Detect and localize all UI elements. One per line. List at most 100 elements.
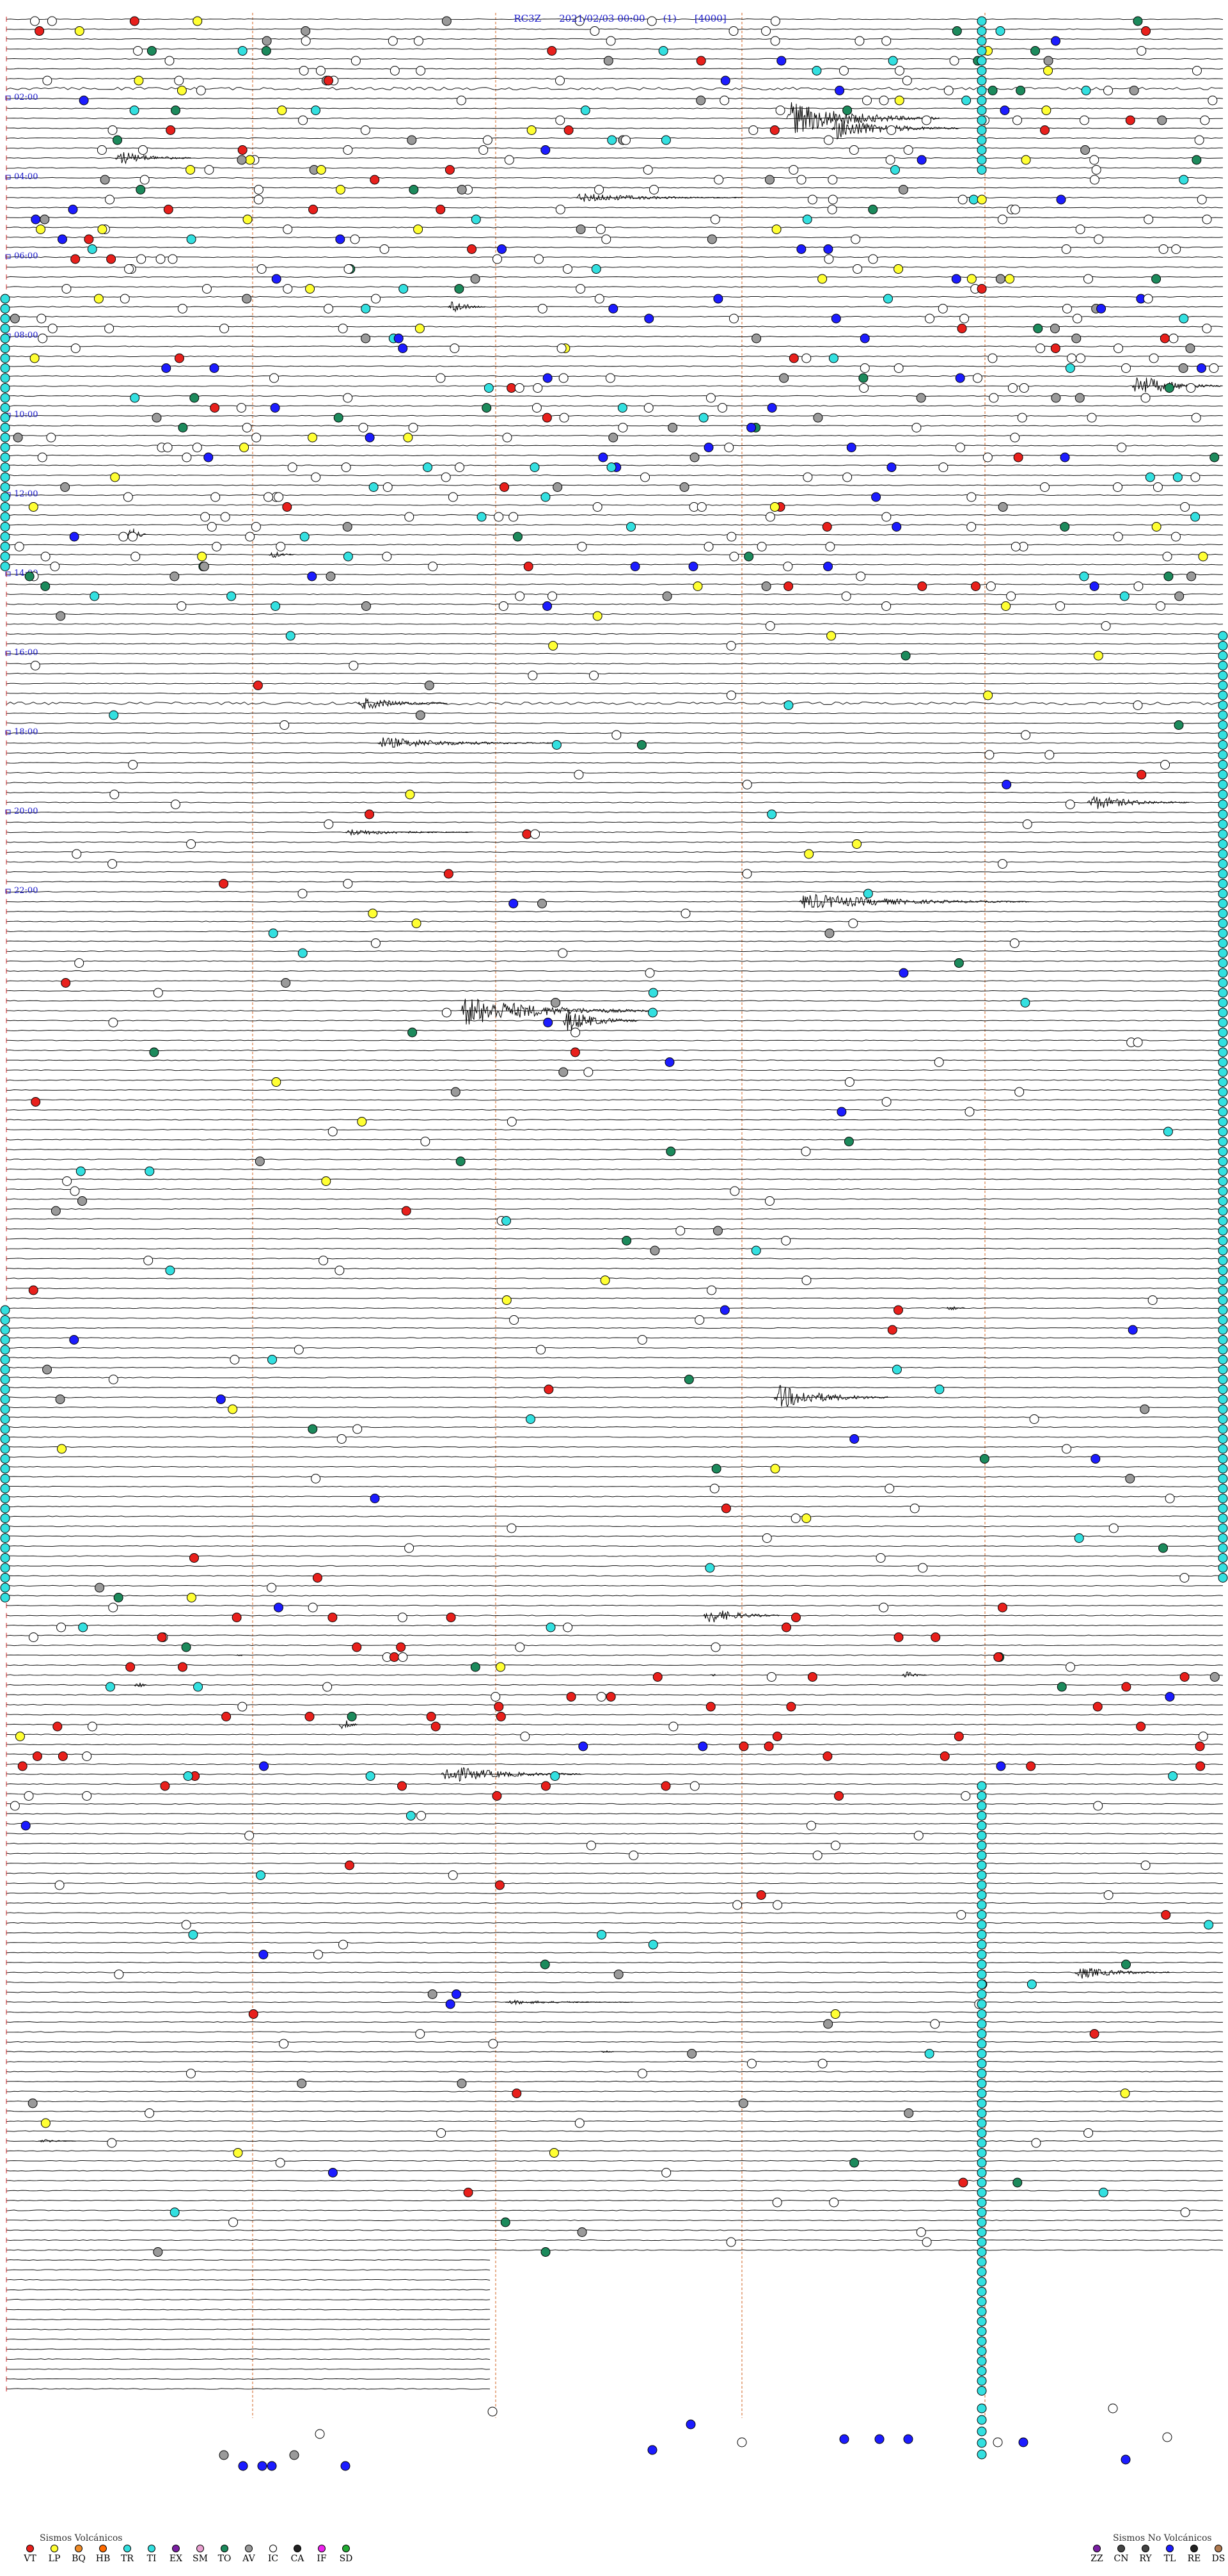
event-marker-icon (558, 948, 568, 958)
event-marker-icon (1218, 1166, 1228, 1176)
event-marker-icon (1218, 1265, 1228, 1276)
event-marker-icon (1218, 1503, 1228, 1513)
event-marker-icon (977, 2089, 987, 2098)
legend-volcanic-title: Sismos Volcánicos (40, 2533, 123, 2543)
event-marker-icon (504, 155, 514, 165)
event-marker-icon (245, 532, 255, 542)
event-marker-icon (282, 502, 292, 512)
event-marker-icon (977, 2039, 987, 2049)
legend-code-label: DS (1211, 2554, 1225, 2564)
trace-line (6, 276, 1224, 278)
event-marker-icon (512, 532, 523, 542)
event-marker-icon (347, 1712, 357, 1721)
event-marker-icon (436, 205, 446, 214)
trace-line (6, 345, 1224, 347)
event-marker-icon (145, 1166, 155, 1176)
event-marker-icon (452, 1989, 462, 1999)
event-marker-icon (398, 1652, 408, 1662)
event-marker-icon (781, 1236, 791, 1245)
trace-line (6, 1119, 1224, 1121)
event-marker-icon (47, 324, 58, 333)
event-marker-icon (60, 482, 70, 492)
event-marker-icon (533, 383, 543, 393)
event-marker-icon (501, 1216, 512, 1226)
event-marker-icon (661, 1781, 671, 1791)
trace-line (6, 652, 1223, 655)
event-marker-icon (542, 373, 553, 383)
event-marker-icon (1186, 383, 1196, 393)
event-marker-icon (471, 214, 481, 225)
event-marker-icon (652, 1672, 663, 1682)
event-marker-icon (822, 522, 832, 532)
event-marker-icon (553, 482, 563, 492)
event-marker-icon (977, 2277, 987, 2287)
event-marker-icon (705, 393, 716, 403)
event-marker-icon (556, 344, 567, 353)
event-marker-icon (955, 443, 965, 452)
trace-line (6, 107, 1224, 109)
event-marker-icon (977, 125, 987, 135)
trace-line (6, 1813, 1224, 1815)
trace-line (6, 1723, 1224, 1726)
event-marker-icon (842, 472, 853, 482)
event-marker-icon (849, 2158, 860, 2168)
event-marker-icon (365, 432, 375, 443)
event-marker-icon (69, 1335, 79, 1345)
event-marker-icon (1041, 106, 1051, 115)
event-marker-icon (128, 760, 138, 770)
event-marker-icon (617, 403, 627, 413)
event-marker-icon (271, 601, 281, 611)
event-marker-icon (1218, 651, 1228, 661)
event-marker-icon (968, 194, 979, 205)
event-marker-icon (710, 214, 720, 225)
trace-line (6, 1703, 1224, 1706)
event-marker-icon (662, 591, 672, 601)
event-marker-icon (305, 284, 315, 294)
event-marker-icon (697, 502, 707, 512)
trace-line (6, 415, 1224, 417)
event-marker-icon (200, 512, 210, 522)
event-marker-icon (769, 125, 780, 135)
event-marker-icon (540, 1959, 550, 1970)
event-marker-icon (1218, 889, 1228, 899)
event-marker-icon (338, 324, 348, 333)
event-marker-icon (420, 1137, 430, 1146)
event-marker-icon (789, 165, 799, 175)
event-marker-icon (977, 2356, 987, 2366)
event-marker-icon (952, 26, 962, 36)
event-marker-icon (165, 1265, 175, 1276)
event-marker-icon (1087, 413, 1097, 423)
hour-marker-icon (5, 95, 11, 100)
event-marker-icon (696, 95, 706, 106)
event-marker-icon (1202, 324, 1212, 333)
event-marker-icon (62, 1176, 72, 1186)
event-marker-icon (972, 373, 982, 383)
event-marker-icon (1218, 1236, 1228, 1245)
event-marker-icon (592, 611, 602, 621)
event-marker-icon (110, 472, 120, 482)
trace-line (6, 1208, 1224, 1210)
event-marker-icon (1218, 1335, 1228, 1345)
event-marker-icon (0, 1494, 10, 1503)
event-marker-icon (742, 780, 752, 789)
event-marker-icon (0, 532, 10, 542)
event-marker-icon (841, 591, 851, 601)
trace-line (6, 901, 1224, 903)
event-marker-icon (335, 1265, 345, 1276)
event-marker-icon (977, 284, 987, 294)
event-marker-icon (97, 225, 107, 234)
event-marker-icon (164, 56, 175, 66)
event-marker-icon (0, 502, 10, 512)
event-marker-icon (1013, 452, 1023, 462)
trace-line (6, 1535, 1224, 1537)
event-marker-icon (107, 125, 118, 135)
event-marker-icon (1112, 482, 1122, 492)
event-marker-icon (720, 1305, 730, 1315)
event-marker-icon (746, 2058, 757, 2069)
event-marker-icon (1020, 998, 1030, 1007)
seismic-events (38, 102, 1222, 2143)
event-marker-icon (54, 1880, 65, 1890)
event-marker-icon (0, 512, 10, 522)
event-marker-icon (415, 2029, 425, 2039)
event-marker-icon (370, 938, 381, 948)
